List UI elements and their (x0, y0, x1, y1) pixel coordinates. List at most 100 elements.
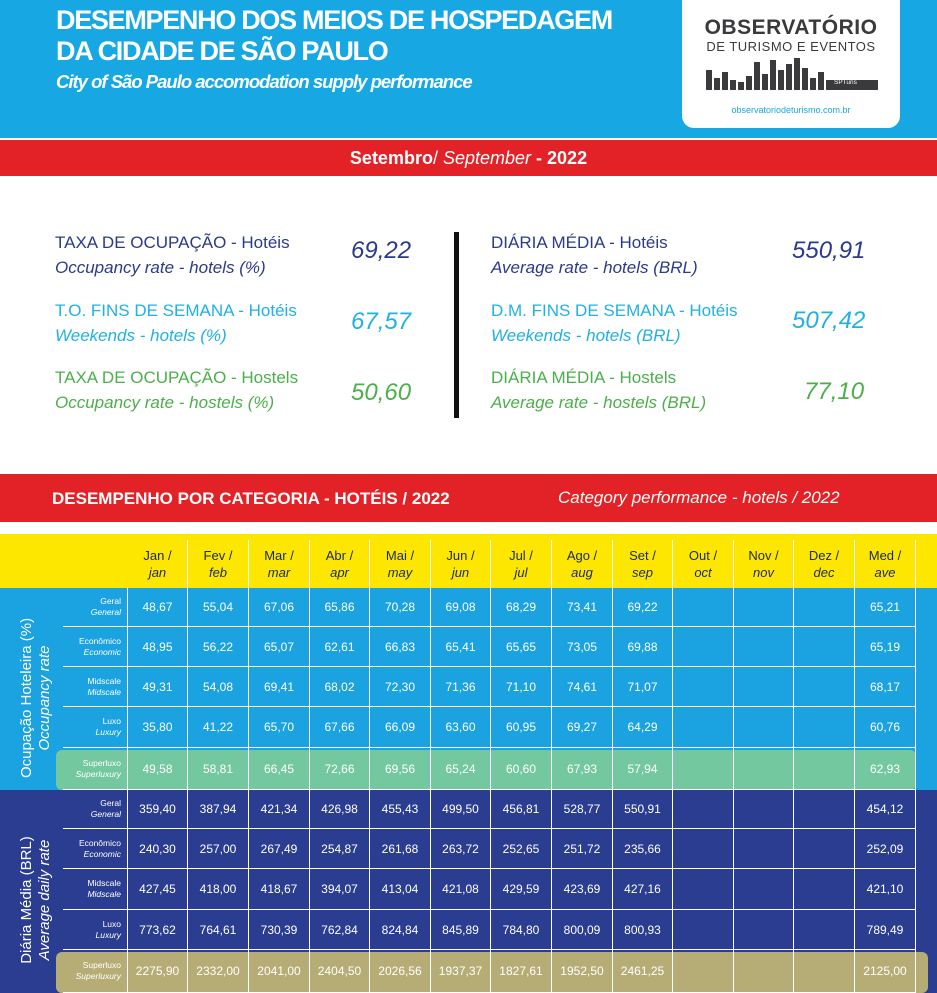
kpi-value: 507,42 (792, 307, 866, 334)
month-header: Set / sep (613, 540, 673, 588)
table-cell (673, 667, 734, 707)
table-cell: 730,39 (249, 910, 310, 950)
table-cell: 418,00 (188, 869, 249, 910)
month-pt: Dez / (808, 548, 840, 563)
month-header: Mar / mar (249, 540, 310, 588)
period-dash: - (531, 148, 548, 168)
category-row-label: Econômico Economic (63, 627, 128, 667)
report-subtitle: City of São Paulo accomodation supply pe… (56, 71, 473, 92)
table-cell: 2041,00 (249, 950, 310, 993)
kpi-label-pt: DIÁRIA MÉDIA - Hostels (491, 368, 677, 387)
table-cell: 359,40 (128, 790, 188, 829)
table-cell: 550,91 (613, 790, 673, 829)
table-cell: 58,81 (188, 748, 249, 790)
table-cell: 762,84 (310, 910, 370, 950)
table-cell: 55,04 (188, 588, 249, 627)
category-title-en: Category performance - hotels / 2022 (558, 488, 840, 507)
table-cell (673, 588, 734, 627)
table-cell: 65,07 (249, 627, 310, 667)
table-cell (673, 829, 734, 869)
table-cell: 394,07 (310, 869, 370, 910)
table-cell: 72,66 (310, 748, 370, 790)
month-en: jun (451, 565, 470, 580)
month-pt: Med / (868, 548, 902, 563)
category-row-label: Superluxo Superluxury (63, 748, 128, 790)
table-cell: 764,61 (188, 910, 249, 950)
month-pt: Mar / (264, 548, 294, 563)
report-title-line2: DA CIDADE DE SÃO PAULO (56, 36, 389, 66)
table-cell: 65,24 (431, 748, 491, 790)
table-cell: 429,59 (491, 869, 552, 910)
table-cell: 252,65 (491, 829, 552, 869)
table-cell: 64,29 (613, 707, 673, 748)
table-cell: 784,80 (491, 910, 552, 950)
kpi-value: 50,60 (351, 379, 412, 406)
month-en: aug (571, 565, 593, 580)
kpi-value: 69,22 (351, 237, 412, 264)
table-cell: 251,72 (552, 829, 613, 869)
month-pt: Set / (629, 548, 656, 563)
table-cell (794, 667, 855, 707)
table-cell: 421,08 (431, 869, 491, 910)
table-cell: 1827,61 (491, 950, 552, 993)
table-cell (794, 869, 855, 910)
category-en: Superluxury (75, 971, 121, 981)
table-cell: 57,94 (613, 748, 673, 790)
month-pt: Jul / (509, 548, 533, 563)
table-cell: 54,08 (188, 667, 249, 707)
table-cell (734, 748, 794, 790)
table-cell: 68,17 (855, 667, 916, 707)
table-cell: 65,21 (855, 588, 916, 627)
table-cell: 1952,50 (552, 950, 613, 993)
category-en: Economic (83, 848, 121, 859)
month-en: oct (694, 565, 712, 580)
table-cell: 71,07 (613, 667, 673, 707)
month-pt: Jun / (446, 548, 475, 563)
month-pt: Out / (688, 548, 718, 563)
category-pt: Luxo (102, 918, 121, 929)
table-cell: 65,41 (431, 627, 491, 667)
table-cell: 69,22 (613, 588, 673, 627)
table-cell (794, 588, 855, 627)
table-cell: 56,22 (188, 627, 249, 667)
kpi-divider (454, 232, 459, 418)
table-cell: 254,87 (310, 829, 370, 869)
category-row-label: Econômico Economic (63, 829, 128, 869)
month-pt: Fev / (203, 548, 233, 563)
table-cell: 2275,90 (128, 950, 188, 993)
table-cell: 67,93 (552, 748, 613, 790)
table-cell (673, 950, 734, 993)
period-bar: Setembro/ September - 2022 (0, 140, 937, 176)
category-row-label: Superluxo Superluxury (63, 950, 128, 993)
table-cell: 455,43 (370, 790, 431, 829)
table-cell: 421,34 (249, 790, 310, 829)
month-en: feb (208, 565, 228, 580)
logo-brand: SPTuris (834, 79, 857, 86)
category-en: Luxury (95, 929, 121, 940)
kpi-label-pt: D.M. FINS DE SEMANA - Hotéis (491, 301, 738, 320)
table-cell (794, 950, 855, 993)
table-cell (734, 588, 794, 627)
month-header: Med / ave (855, 540, 916, 588)
report-title-line1: DESEMPENHO DOS MEIOS DE HOSPEDAGEM (56, 5, 613, 35)
period-month-en: September (442, 148, 532, 168)
table-cell: 499,50 (431, 790, 491, 829)
period-separator: / (432, 148, 443, 168)
category-pt: Superluxo (82, 757, 121, 768)
kpi-label-pt: TAXA DE OCUPAÇÃO - Hotéis (55, 233, 290, 252)
table-cell: 60,95 (491, 707, 552, 748)
kpi-value: 550,91 (792, 237, 866, 264)
table-cell: 2332,00 (188, 950, 249, 993)
kpi-label-en: Occupancy rate - hostels (%) (55, 393, 275, 412)
table-cell: 71,10 (491, 667, 552, 707)
table-cell: 413,04 (370, 869, 431, 910)
category-pt: Geral (100, 798, 121, 808)
month-pt: Abr / (325, 548, 354, 563)
table-cell: 421,10 (855, 869, 916, 910)
month-header: Fev / feb (188, 540, 249, 588)
table-cell: 789,49 (855, 910, 916, 950)
month-en: jan (148, 565, 167, 580)
table-cell: 70,28 (370, 588, 431, 627)
table-cell: 49,31 (128, 667, 188, 707)
month-en: sep (632, 565, 653, 580)
